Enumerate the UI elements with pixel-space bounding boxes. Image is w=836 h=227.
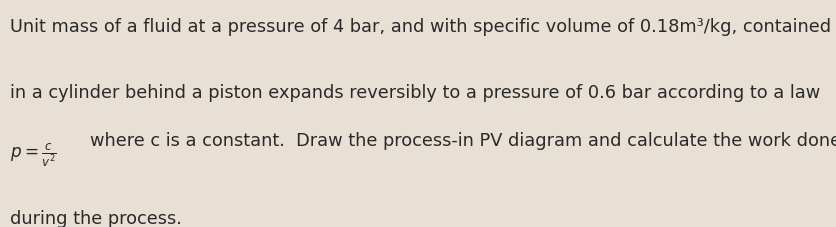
Text: in a cylinder behind a piston expands reversibly to a pressure of 0.6 bar accord: in a cylinder behind a piston expands re… [10, 84, 819, 102]
Text: where c is a constant.  Draw the process-in PV diagram and calculate the work do: where c is a constant. Draw the process-… [89, 132, 836, 150]
Text: during the process.: during the process. [10, 209, 181, 227]
Text: $p = \frac{c}{v^2}$: $p = \frac{c}{v^2}$ [10, 141, 57, 168]
Text: Unit mass of a fluid at a pressure of 4 bar, and with specific volume of 0.18m³/: Unit mass of a fluid at a pressure of 4 … [10, 18, 830, 36]
